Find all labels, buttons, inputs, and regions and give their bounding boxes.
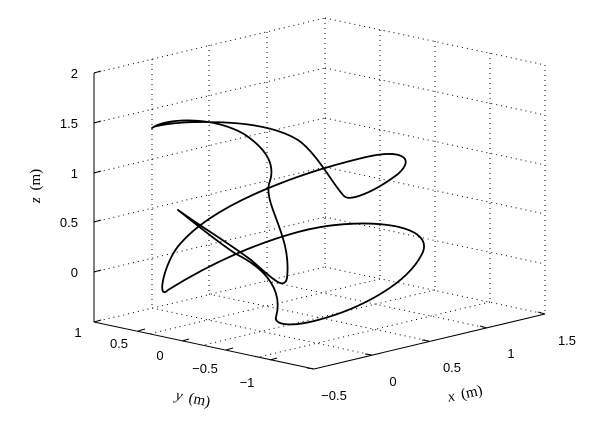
tick-mark	[364, 353, 373, 356]
y-tick-label: 0.5	[110, 336, 128, 351]
tick-mark	[93, 219, 102, 223]
x-axis-label-var: x	[445, 388, 456, 405]
x-axis-label-unit: (m)	[459, 383, 484, 403]
y-axis-label-var: y	[172, 387, 184, 405]
y-axis-label-unit: (m)	[187, 390, 212, 410]
y-tick-label: −0.5	[192, 361, 218, 376]
tick-mark	[225, 347, 234, 351]
axes-frame	[93, 73, 546, 370]
grid-line	[266, 280, 488, 329]
y-tick-label: 1	[74, 325, 81, 340]
tick-mark	[181, 338, 190, 342]
x-tick-label: 1.5	[558, 333, 576, 348]
y-axis-line	[93, 321, 315, 370]
tick-mark	[421, 339, 430, 342]
tick-mark	[537, 311, 546, 315]
tick-labels: 0 0.5 1 1.5 2 1 0.5 0 −0.5 −1 −0.5 0 0.5…	[60, 66, 576, 403]
tick-mark	[93, 170, 102, 174]
grid-line	[208, 293, 430, 342]
axis-labels: z (m) y (m) x (m)	[28, 169, 484, 411]
tick-mark	[93, 269, 102, 273]
grid-line	[258, 301, 491, 358]
x-tick-label: 0.5	[443, 360, 461, 375]
z-tick-label: 1.5	[60, 116, 78, 131]
tick-mark	[93, 120, 102, 124]
z-axis-label-unit: (m)	[28, 169, 44, 191]
z-tick-label: 2	[71, 66, 78, 81]
grid-line	[203, 289, 436, 346]
x-tick-label: 0	[389, 374, 396, 389]
grid-line	[148, 278, 381, 335]
y-axis-label: y (m)	[172, 387, 212, 410]
trajectory-curve	[151, 119, 425, 326]
z-axis-label-var: z	[28, 197, 44, 204]
x-tick-label: −0.5	[321, 388, 347, 403]
tick-mark	[93, 319, 102, 323]
tick-marks	[93, 70, 546, 370]
tick-mark	[306, 367, 315, 370]
grid-line	[151, 307, 373, 356]
y-tick-label: −1	[240, 375, 255, 390]
z-tick-label: 1	[71, 166, 78, 181]
tick-mark	[479, 325, 488, 329]
tick-mark	[269, 357, 278, 361]
z-tick-label: 0	[71, 265, 78, 280]
tick-mark	[93, 70, 102, 74]
z-tick-label: 0.5	[60, 215, 78, 230]
y-tick-label: 0	[156, 348, 163, 363]
x-tick-label: 1	[507, 346, 514, 361]
x-axis-line	[313, 313, 546, 370]
z-axis-label: z (m)	[28, 169, 44, 204]
x-axis-label: x (m)	[445, 383, 484, 406]
tick-mark	[137, 328, 146, 332]
grid-lines	[93, 17, 546, 358]
